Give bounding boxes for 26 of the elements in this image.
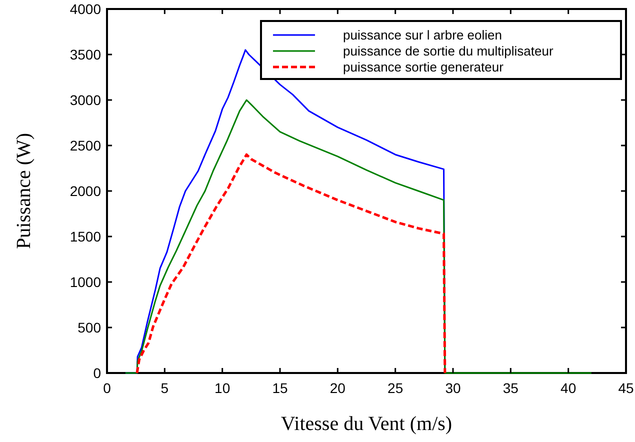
y-tick-label: 0 xyxy=(93,364,102,381)
y-tick-label: 1500 xyxy=(70,228,102,244)
y-tick-label: 4000 xyxy=(70,0,102,17)
x-tick-label: 45 xyxy=(618,380,634,396)
y-tick-label: 3500 xyxy=(70,46,102,62)
y-tick-label: 500 xyxy=(78,319,102,336)
legend-label: puissance sur l arbre eolien xyxy=(343,28,502,43)
x-tick-label: 35 xyxy=(502,380,519,396)
x-tick-label: 20 xyxy=(330,380,346,396)
legend-label: puissance sortie generateur xyxy=(343,60,504,75)
y-tick-label: 3000 xyxy=(70,92,102,108)
x-tick-label: 5 xyxy=(160,380,169,396)
line-series xyxy=(124,99,592,374)
x-tick-label: 40 xyxy=(560,380,576,396)
y-tick-label: 2500 xyxy=(70,137,102,154)
x-tick-label: 15 xyxy=(272,380,288,396)
y-tick-label: 1000 xyxy=(70,274,102,290)
x-tick-label: 10 xyxy=(214,380,230,396)
y-tick-label: 2000 xyxy=(70,182,102,199)
x-tick-label: 25 xyxy=(388,380,404,396)
y-axis-title: Puissance (W) xyxy=(13,132,35,250)
legend-label: puissance de sortie du multiplisateur xyxy=(343,44,554,59)
line-series xyxy=(136,153,446,374)
x-axis-title: Vitesse du Vent (m/s) xyxy=(280,413,452,435)
x-tick-label: 0 xyxy=(103,380,112,396)
x-tick-label: 30 xyxy=(445,380,461,396)
